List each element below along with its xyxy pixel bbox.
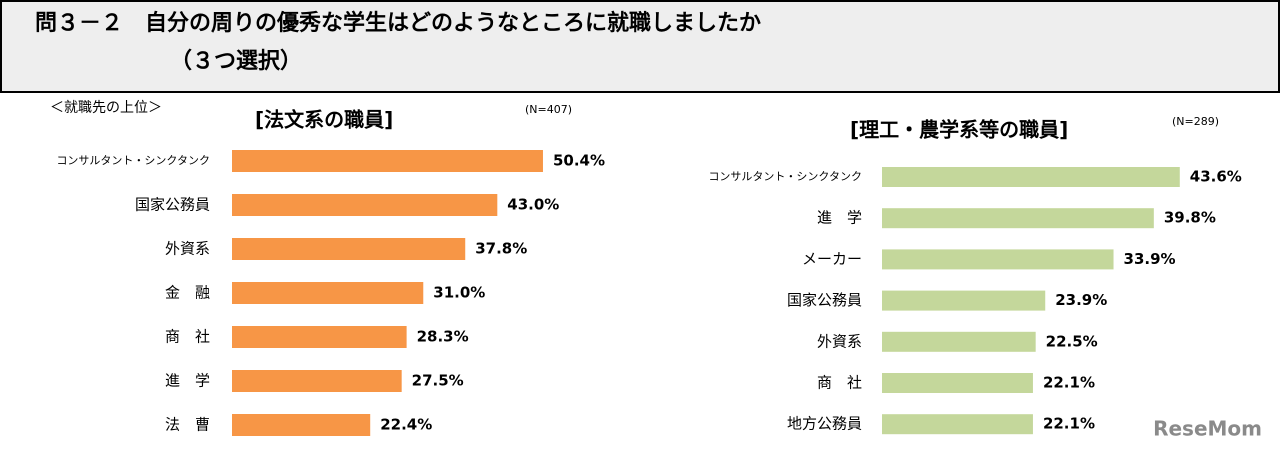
header-subtitle: （３つ選択） xyxy=(170,49,302,74)
bar xyxy=(882,249,1114,270)
value-label: 43.6% xyxy=(1190,168,1242,186)
bar xyxy=(882,414,1033,435)
category-label: メーカー xyxy=(802,250,862,268)
category-label: 商 社 xyxy=(817,374,862,392)
category-label: 外資系 xyxy=(165,240,210,258)
value-label: 28.3% xyxy=(417,328,469,346)
category-label: 金 融 xyxy=(165,284,210,302)
n-label: (N=407) xyxy=(525,103,572,116)
category-label: 進 学 xyxy=(165,372,210,390)
value-label: 27.5% xyxy=(412,372,464,390)
value-label: 22.1% xyxy=(1043,415,1095,433)
bar xyxy=(882,290,1046,311)
bar xyxy=(882,331,1036,352)
category-label: 国家公務員 xyxy=(135,196,210,214)
bar xyxy=(232,414,371,436)
category-label: 進 学 xyxy=(817,209,862,227)
category-label: 地方公務員 xyxy=(787,415,862,433)
n-label: (N=289) xyxy=(1172,115,1219,128)
value-label: 22.1% xyxy=(1043,374,1095,392)
value-label: 37.8% xyxy=(475,240,527,258)
category-label: コンサルタント・シンクタンク xyxy=(56,154,210,167)
bar xyxy=(882,373,1033,393)
chart-title: [法文系の職員] xyxy=(255,108,393,132)
bar xyxy=(882,167,1180,187)
category-label: 法 曹 xyxy=(165,416,210,434)
value-label: 50.4% xyxy=(553,152,605,170)
value-label: 39.8% xyxy=(1164,209,1216,227)
bar xyxy=(232,150,543,172)
category-label: 国家公務員 xyxy=(787,291,862,309)
value-label: 22.5% xyxy=(1046,332,1098,350)
bar xyxy=(232,238,466,260)
value-label: 43.0% xyxy=(507,196,559,214)
header-title: 問３－２ 自分の周りの優秀な学生はどのようなところに就職しましたか xyxy=(35,10,761,36)
category-label: 商 社 xyxy=(165,328,210,346)
value-label: 33.9% xyxy=(1124,250,1176,268)
category-label: コンサルタント・シンクタンク xyxy=(708,170,862,183)
value-label: 23.9% xyxy=(1055,291,1107,309)
note: ＜就職先の上位＞ xyxy=(50,100,162,116)
bar xyxy=(232,194,498,216)
header-box xyxy=(0,0,1280,93)
bar xyxy=(882,208,1154,229)
chart-title: [理工・農学系等の職員] xyxy=(850,118,1068,142)
bar xyxy=(232,370,402,392)
watermark: ReseMom xyxy=(1153,417,1262,441)
value-label: 22.4% xyxy=(380,416,432,434)
category-label: 外資系 xyxy=(817,332,862,350)
bar xyxy=(232,326,407,348)
bar xyxy=(232,282,424,304)
value-label: 31.0% xyxy=(433,284,485,302)
